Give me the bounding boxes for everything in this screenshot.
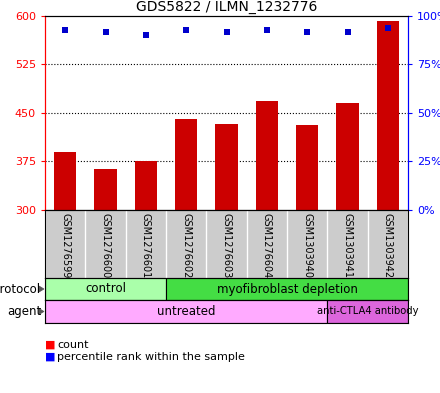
Text: GSM1303941: GSM1303941	[342, 213, 352, 278]
Text: GSM1276600: GSM1276600	[100, 213, 110, 279]
Text: myofibroblast depletion: myofibroblast depletion	[216, 283, 357, 296]
Text: control: control	[85, 283, 126, 296]
Bar	[337, 103, 359, 210]
Text: percentile rank within the sample: percentile rank within the sample	[57, 352, 245, 362]
Text: ■: ■	[45, 352, 55, 362]
Text: GSM1276604: GSM1276604	[262, 213, 272, 279]
Bar	[296, 125, 318, 210]
Text: ■: ■	[45, 340, 55, 350]
Text: GSM1276603: GSM1276603	[221, 213, 231, 279]
Text: agent: agent	[7, 305, 41, 318]
Title: GDS5822 / ILMN_1232776: GDS5822 / ILMN_1232776	[136, 0, 317, 14]
Text: count: count	[57, 340, 88, 350]
Text: anti-CTLA4 antibody: anti-CTLA4 antibody	[317, 307, 418, 316]
Bar	[327, 300, 408, 323]
Bar	[256, 101, 278, 210]
Bar	[54, 152, 76, 210]
Bar	[45, 278, 166, 300]
Text: untreated: untreated	[157, 305, 216, 318]
Polygon shape	[39, 286, 44, 292]
Text: protocol: protocol	[0, 283, 41, 296]
Bar	[45, 300, 327, 323]
Bar	[166, 278, 408, 300]
Bar	[175, 119, 197, 210]
Text: GSM1276602: GSM1276602	[181, 213, 191, 279]
Text: GSM1276601: GSM1276601	[141, 213, 151, 279]
Polygon shape	[39, 309, 44, 314]
Text: GSM1276599: GSM1276599	[60, 213, 70, 279]
Bar	[216, 124, 238, 210]
Bar	[135, 162, 157, 210]
Bar	[377, 21, 399, 210]
Text: GSM1303940: GSM1303940	[302, 213, 312, 278]
Text: GSM1303942: GSM1303942	[383, 213, 393, 279]
Bar	[95, 169, 117, 210]
